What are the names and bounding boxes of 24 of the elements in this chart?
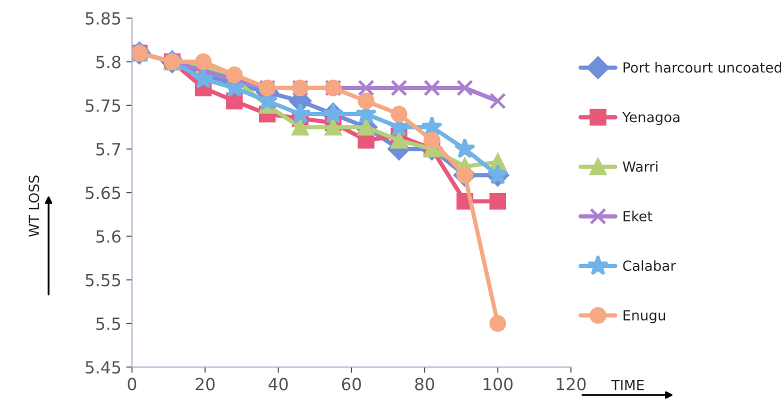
legend-label: Enugu xyxy=(624,310,666,324)
y-axis-title: WT LOSS xyxy=(28,176,40,237)
x-tick-label: 40 xyxy=(268,378,288,390)
x-tick-label: 0 xyxy=(128,378,136,390)
y-tick-label: 5.6 xyxy=(96,230,121,243)
y-tick-label: 5.85 xyxy=(86,12,120,25)
legend-label: Calabar xyxy=(623,260,676,271)
y-tick-label: 5.5 xyxy=(96,318,120,330)
y-tick-label: 5.7 xyxy=(96,143,120,156)
x-tick-label: 80 xyxy=(415,378,434,390)
legend-label: Yenagoa xyxy=(622,112,680,125)
y-tick-label: 5.65 xyxy=(86,186,120,200)
y-tick-label: 5.8 xyxy=(96,56,120,68)
x-tick-label: 120 xyxy=(556,378,586,390)
x-tick-label: 60 xyxy=(342,378,361,390)
y-tick-label: 5.75 xyxy=(86,100,120,112)
x-tick-label: 20 xyxy=(196,378,215,390)
legend-label: Warri xyxy=(622,161,658,172)
x-tick-label: 100 xyxy=(484,378,513,390)
legend-label: Eket xyxy=(624,210,652,222)
y-tick-label: 5.55 xyxy=(86,274,120,286)
legend-label: Port harcourt uncoated xyxy=(624,62,781,73)
x-axis-title: TIME xyxy=(611,380,644,390)
y-tick-label: 5.45 xyxy=(86,361,120,374)
